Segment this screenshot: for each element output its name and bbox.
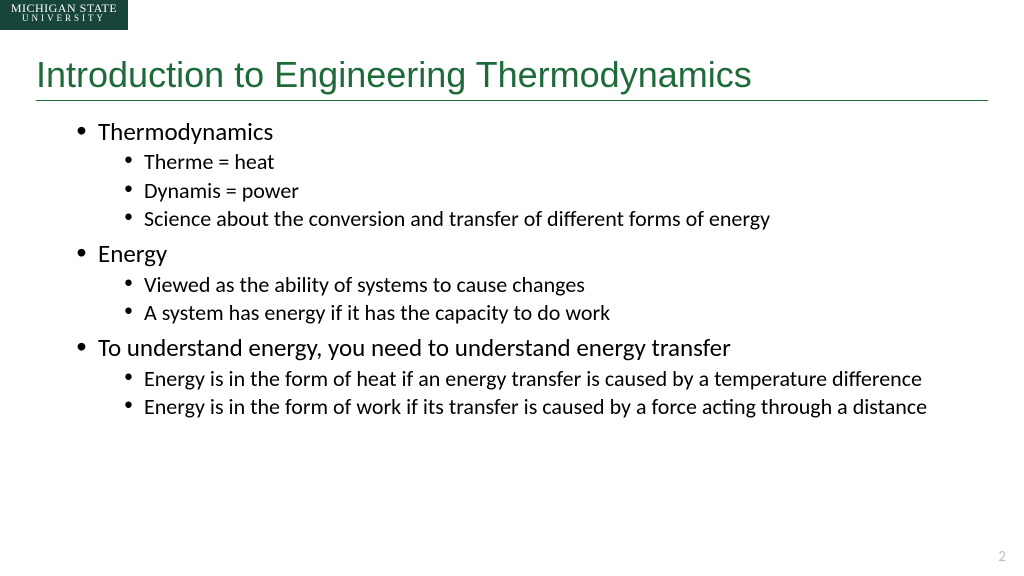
- list-item: Energy is in the form of heat if an ener…: [120, 366, 974, 392]
- bullet-text: Energy is in the form of heat if an ener…: [144, 365, 922, 392]
- list-item: Energy Viewed as the ability of systems …: [70, 238, 974, 326]
- bullet-list-level2: Viewed as the ability of systems to caus…: [98, 272, 974, 327]
- bullet-text: Thermodynamics: [98, 116, 273, 147]
- bullet-text: Science about the conversion and transfe…: [144, 205, 770, 232]
- slide-content: Thermodynamics Therme = heat Dynamis = p…: [70, 116, 974, 426]
- bullet-text: Energy: [98, 238, 167, 269]
- page-number: 2: [998, 548, 1006, 566]
- list-item: Thermodynamics Therme = heat Dynamis = p…: [70, 116, 974, 232]
- list-item: To understand energy, you need to unders…: [70, 332, 974, 420]
- list-item: A system has energy if it has the capaci…: [120, 300, 974, 326]
- list-item: Science about the conversion and transfe…: [120, 206, 974, 232]
- list-item: Viewed as the ability of systems to caus…: [120, 272, 974, 298]
- list-item: Dynamis = power: [120, 178, 974, 204]
- logo-line2: UNIVERSITY: [0, 14, 128, 23]
- bullet-text: To understand energy, you need to unders…: [98, 332, 731, 363]
- bullet-list-level2: Therme = heat Dynamis = power Science ab…: [98, 149, 974, 232]
- bullet-text: A system has energy if it has the capaci…: [144, 299, 610, 326]
- slide-title: Introduction to Engineering Thermodynami…: [36, 54, 988, 101]
- bullet-text: Viewed as the ability of systems to caus…: [144, 271, 585, 298]
- list-item: Therme = heat: [120, 149, 974, 175]
- list-item: Energy is in the form of work if its tra…: [120, 394, 974, 420]
- university-logo: MICHIGAN STATE UNIVERSITY: [0, 0, 128, 30]
- bullet-text: Therme = heat: [144, 148, 275, 175]
- bullet-text: Dynamis = power: [144, 177, 299, 204]
- bullet-list-level2: Energy is in the form of heat if an ener…: [98, 366, 974, 421]
- bullet-text: Energy is in the form of work if its tra…: [144, 393, 927, 420]
- bullet-list-level1: Thermodynamics Therme = heat Dynamis = p…: [70, 116, 974, 420]
